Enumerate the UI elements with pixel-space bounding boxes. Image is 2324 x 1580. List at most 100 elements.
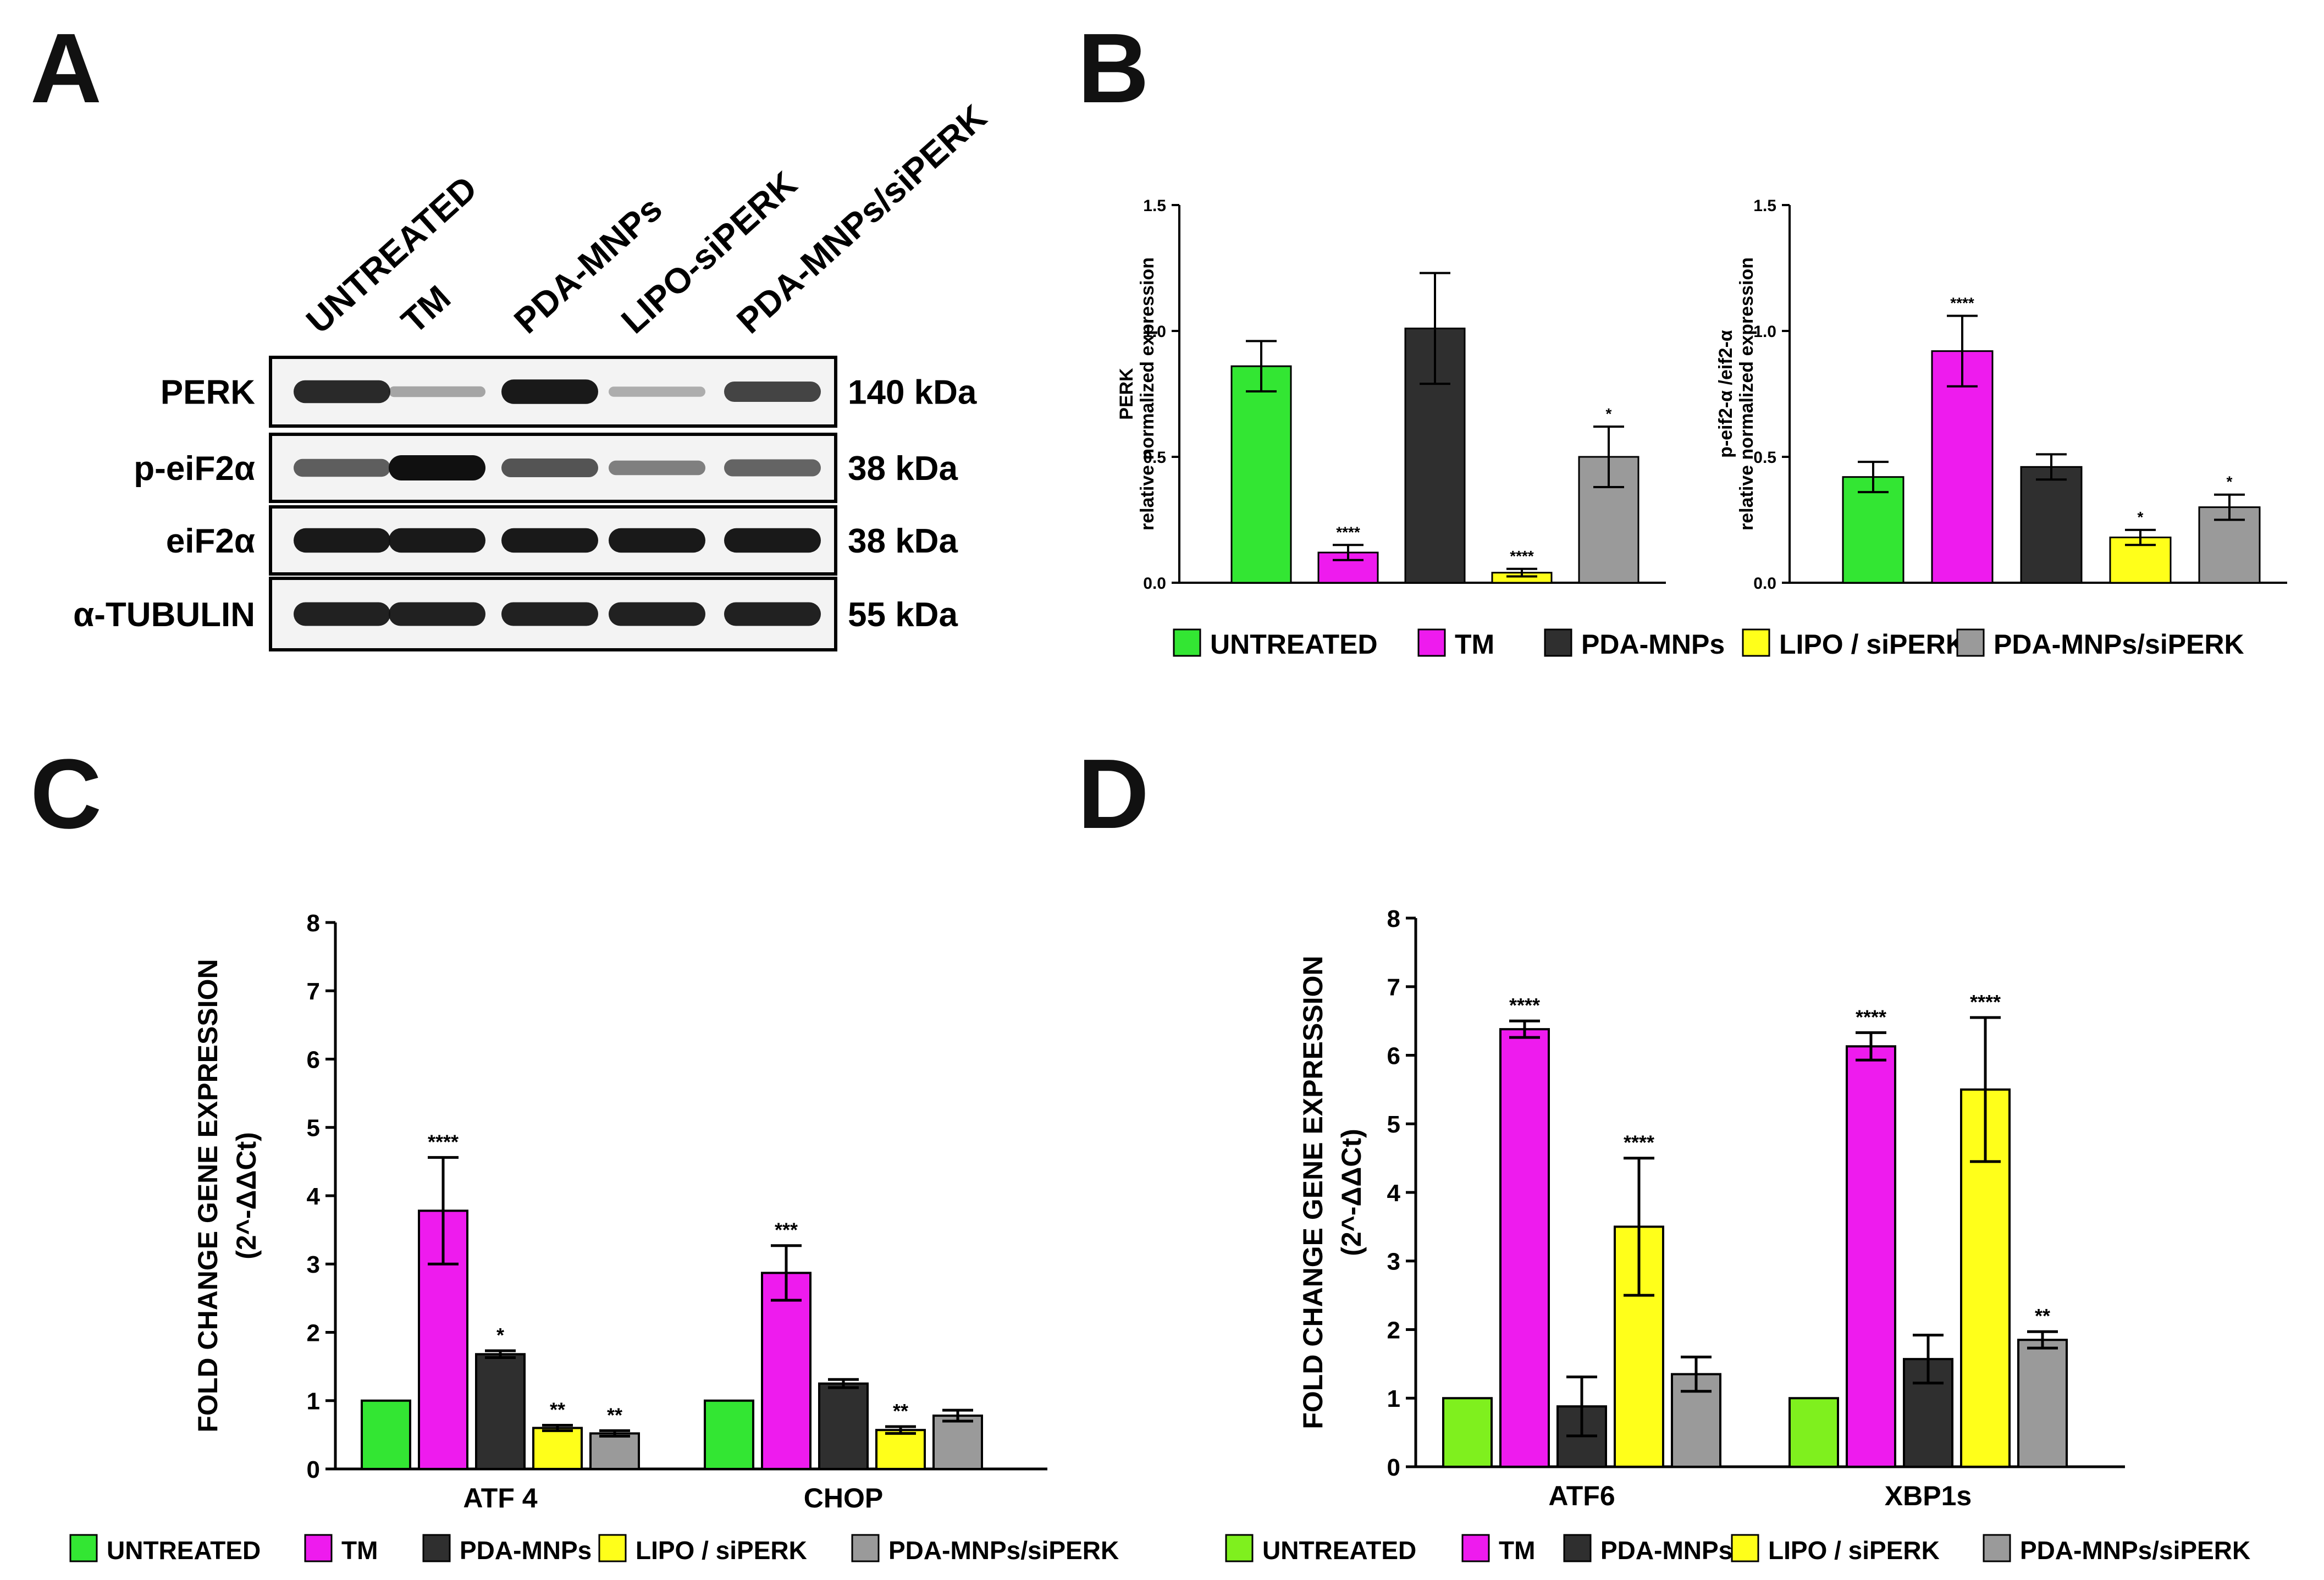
- bar-untreated: [704, 1399, 754, 1470]
- y-tick-label: 5: [307, 1115, 320, 1142]
- significance-label: **: [550, 1398, 565, 1421]
- legend-swatch-lipo-siperk: [598, 1534, 627, 1562]
- y-axis-label: (2^-ΔΔCt): [231, 1132, 262, 1259]
- protein-band: [724, 602, 821, 626]
- y-axis-label: FOLD CHANGE GENE EXPRESSION: [1298, 955, 1328, 1429]
- category-label: ATF 4: [463, 1483, 537, 1513]
- legend-b: UNTREATED TM PDA-MNPs LIPO / siPERK PDA-MNPs…: [1173, 628, 2244, 660]
- bar-untreated: [1788, 1397, 1839, 1468]
- chart-perk-expression: 0.0 0.5 1.0 1.5 PERK relative normalized expr…: [1116, 197, 1666, 593]
- legend-swatch-untreated: [1225, 1534, 1254, 1562]
- protein-band: [389, 386, 485, 397]
- panel-label-b: B: [1078, 13, 1149, 124]
- y-tick-label: 8: [1387, 905, 1400, 932]
- legend-swatch-pda-mnps: [422, 1534, 451, 1562]
- y-tick-label: 7: [307, 978, 320, 1005]
- y-axis-label: relative normalized expression: [1736, 257, 1757, 531]
- y-tick-label: 1.5: [1143, 197, 1166, 215]
- legend-swatch-pda-mnps-siperk: [1956, 628, 1985, 657]
- legend-swatch-tm: [1461, 1534, 1490, 1562]
- protein-band: [724, 459, 821, 477]
- y-tick-label: 2: [307, 1319, 320, 1346]
- legend-swatch-untreated: [1173, 628, 1201, 657]
- y-tick-label: 0.5: [1143, 449, 1166, 467]
- y-tick-label: 0.0: [1753, 574, 1776, 593]
- lane-label: UNTREATED: [299, 168, 484, 341]
- legend-label-pda-mnps-siperk: PDA-MNPs/siPERK: [888, 1536, 1119, 1565]
- bar-pda-mnps: [2020, 466, 2083, 584]
- y-tick-label: 3: [1387, 1248, 1400, 1275]
- legend-d: UNTREATED TM PDA-MNPs LIPO / siPERK PDA-MNPs…: [1225, 1534, 2250, 1565]
- y-tick-label: 8: [307, 910, 320, 937]
- y-tick-label: 6: [307, 1046, 320, 1073]
- legend-swatch-lipo-siperk: [1731, 1534, 1759, 1562]
- legend-swatch-pda-mnps: [1563, 1534, 1592, 1562]
- y-tick-label: 4: [307, 1183, 321, 1210]
- molecular-weight-label: 140 kDa: [848, 374, 977, 412]
- protein-band: [501, 528, 598, 553]
- legend-label-untreated: UNTREATED: [1210, 629, 1378, 660]
- significance-label: **: [893, 1400, 908, 1422]
- protein-label: α-TUBULIN: [73, 596, 255, 634]
- protein-band: [294, 602, 390, 626]
- significance-label: ****: [1856, 1006, 1886, 1028]
- protein-band: [609, 460, 705, 476]
- legend-c: UNTREATED TM PDA-MNPs LIPO / siPERK PDA-MNPs…: [69, 1534, 1119, 1565]
- legend-label-lipo-siperk: LIPO / siPERK: [1768, 1536, 1940, 1565]
- protein-band: [724, 382, 821, 402]
- bar-pda-mnps-siperk: [932, 1415, 983, 1470]
- y-tick-label: 7: [1387, 974, 1400, 1001]
- legend-swatch-tm: [304, 1534, 333, 1562]
- protein-band: [294, 528, 390, 553]
- significance-label: **: [607, 1404, 622, 1426]
- significance-label: ****: [428, 1130, 459, 1153]
- panel-label-a: A: [30, 13, 102, 124]
- bar-lipo-siperk: [532, 1427, 583, 1470]
- protein-label: eiF2α: [166, 522, 255, 560]
- bar-tm: [1846, 1045, 1896, 1468]
- legend-label-tm: TM: [1455, 629, 1494, 660]
- legend-label-pda-mnps: PDA-MNPs: [460, 1536, 592, 1565]
- bar-untreated: [1842, 476, 1905, 584]
- bar-pda-mnps: [475, 1353, 526, 1471]
- protein-band: [389, 455, 485, 480]
- bar-untreated: [1230, 365, 1292, 584]
- bar-lipo-siperk: [875, 1429, 926, 1470]
- legend-label-pda-mnps: PDA-MNPs: [1581, 629, 1725, 660]
- bar-pda-mnps: [818, 1382, 869, 1470]
- y-tick-label: 3: [307, 1251, 320, 1278]
- protein-band: [609, 528, 705, 553]
- y-tick-label: 4: [1387, 1180, 1401, 1207]
- y-tick-label: 1: [1387, 1385, 1400, 1412]
- significance-label: *: [2138, 509, 2144, 526]
- y-axis-label: PERK: [1116, 368, 1137, 420]
- y-tick-label: 2: [1387, 1317, 1400, 1344]
- protein-band: [501, 458, 598, 477]
- legend-swatch-pda-mnps-siperk: [1983, 1534, 2011, 1562]
- significance-label: ****: [1509, 994, 1540, 1016]
- chart-peif2a-expression: 0.0 0.5 1.0 1.5 p-eif2-α /eif2-α relative nor…: [1715, 197, 2287, 593]
- y-tick-label: 6: [1387, 1042, 1400, 1069]
- chart-atf4-chop: 0 1 2 3 4 5 6 7 8 FOLD CHANGE GENE EXPRESSION (2^-…: [192, 910, 1047, 1513]
- legend-swatch-untreated: [69, 1534, 98, 1562]
- chart-atf6-xbp1s: 0 1 2 3 4 5 6 7 8 FOLD CHANGE GENE EXPRESSION (2^-…: [1298, 905, 2125, 1511]
- lane-label: TM: [394, 278, 458, 341]
- protein-band: [294, 380, 390, 404]
- protein-band: [501, 379, 598, 404]
- y-tick-label: 0: [1387, 1454, 1400, 1481]
- legend-label-lipo-siperk: LIPO / siPERK: [636, 1536, 807, 1565]
- protein-band: [389, 528, 485, 553]
- category-label: XBP1s: [1885, 1480, 1972, 1511]
- bar-tm: [761, 1272, 812, 1471]
- significance-label: ***: [775, 1219, 798, 1241]
- significance-label: ****: [1510, 548, 1534, 565]
- significance-label: **: [2035, 1305, 2050, 1327]
- y-axis-label: relative normalized expression: [1137, 257, 1158, 531]
- significance-label: *: [2227, 473, 2233, 490]
- y-tick-label: 0.0: [1143, 574, 1166, 593]
- protein-label: p-eiF2α: [134, 450, 255, 488]
- y-tick-label: 5: [1387, 1111, 1400, 1138]
- legend-label-pda-mnps: PDA-MNPs: [1600, 1536, 1732, 1565]
- y-axis-label: p-eif2-α /eif2-α: [1715, 330, 1736, 458]
